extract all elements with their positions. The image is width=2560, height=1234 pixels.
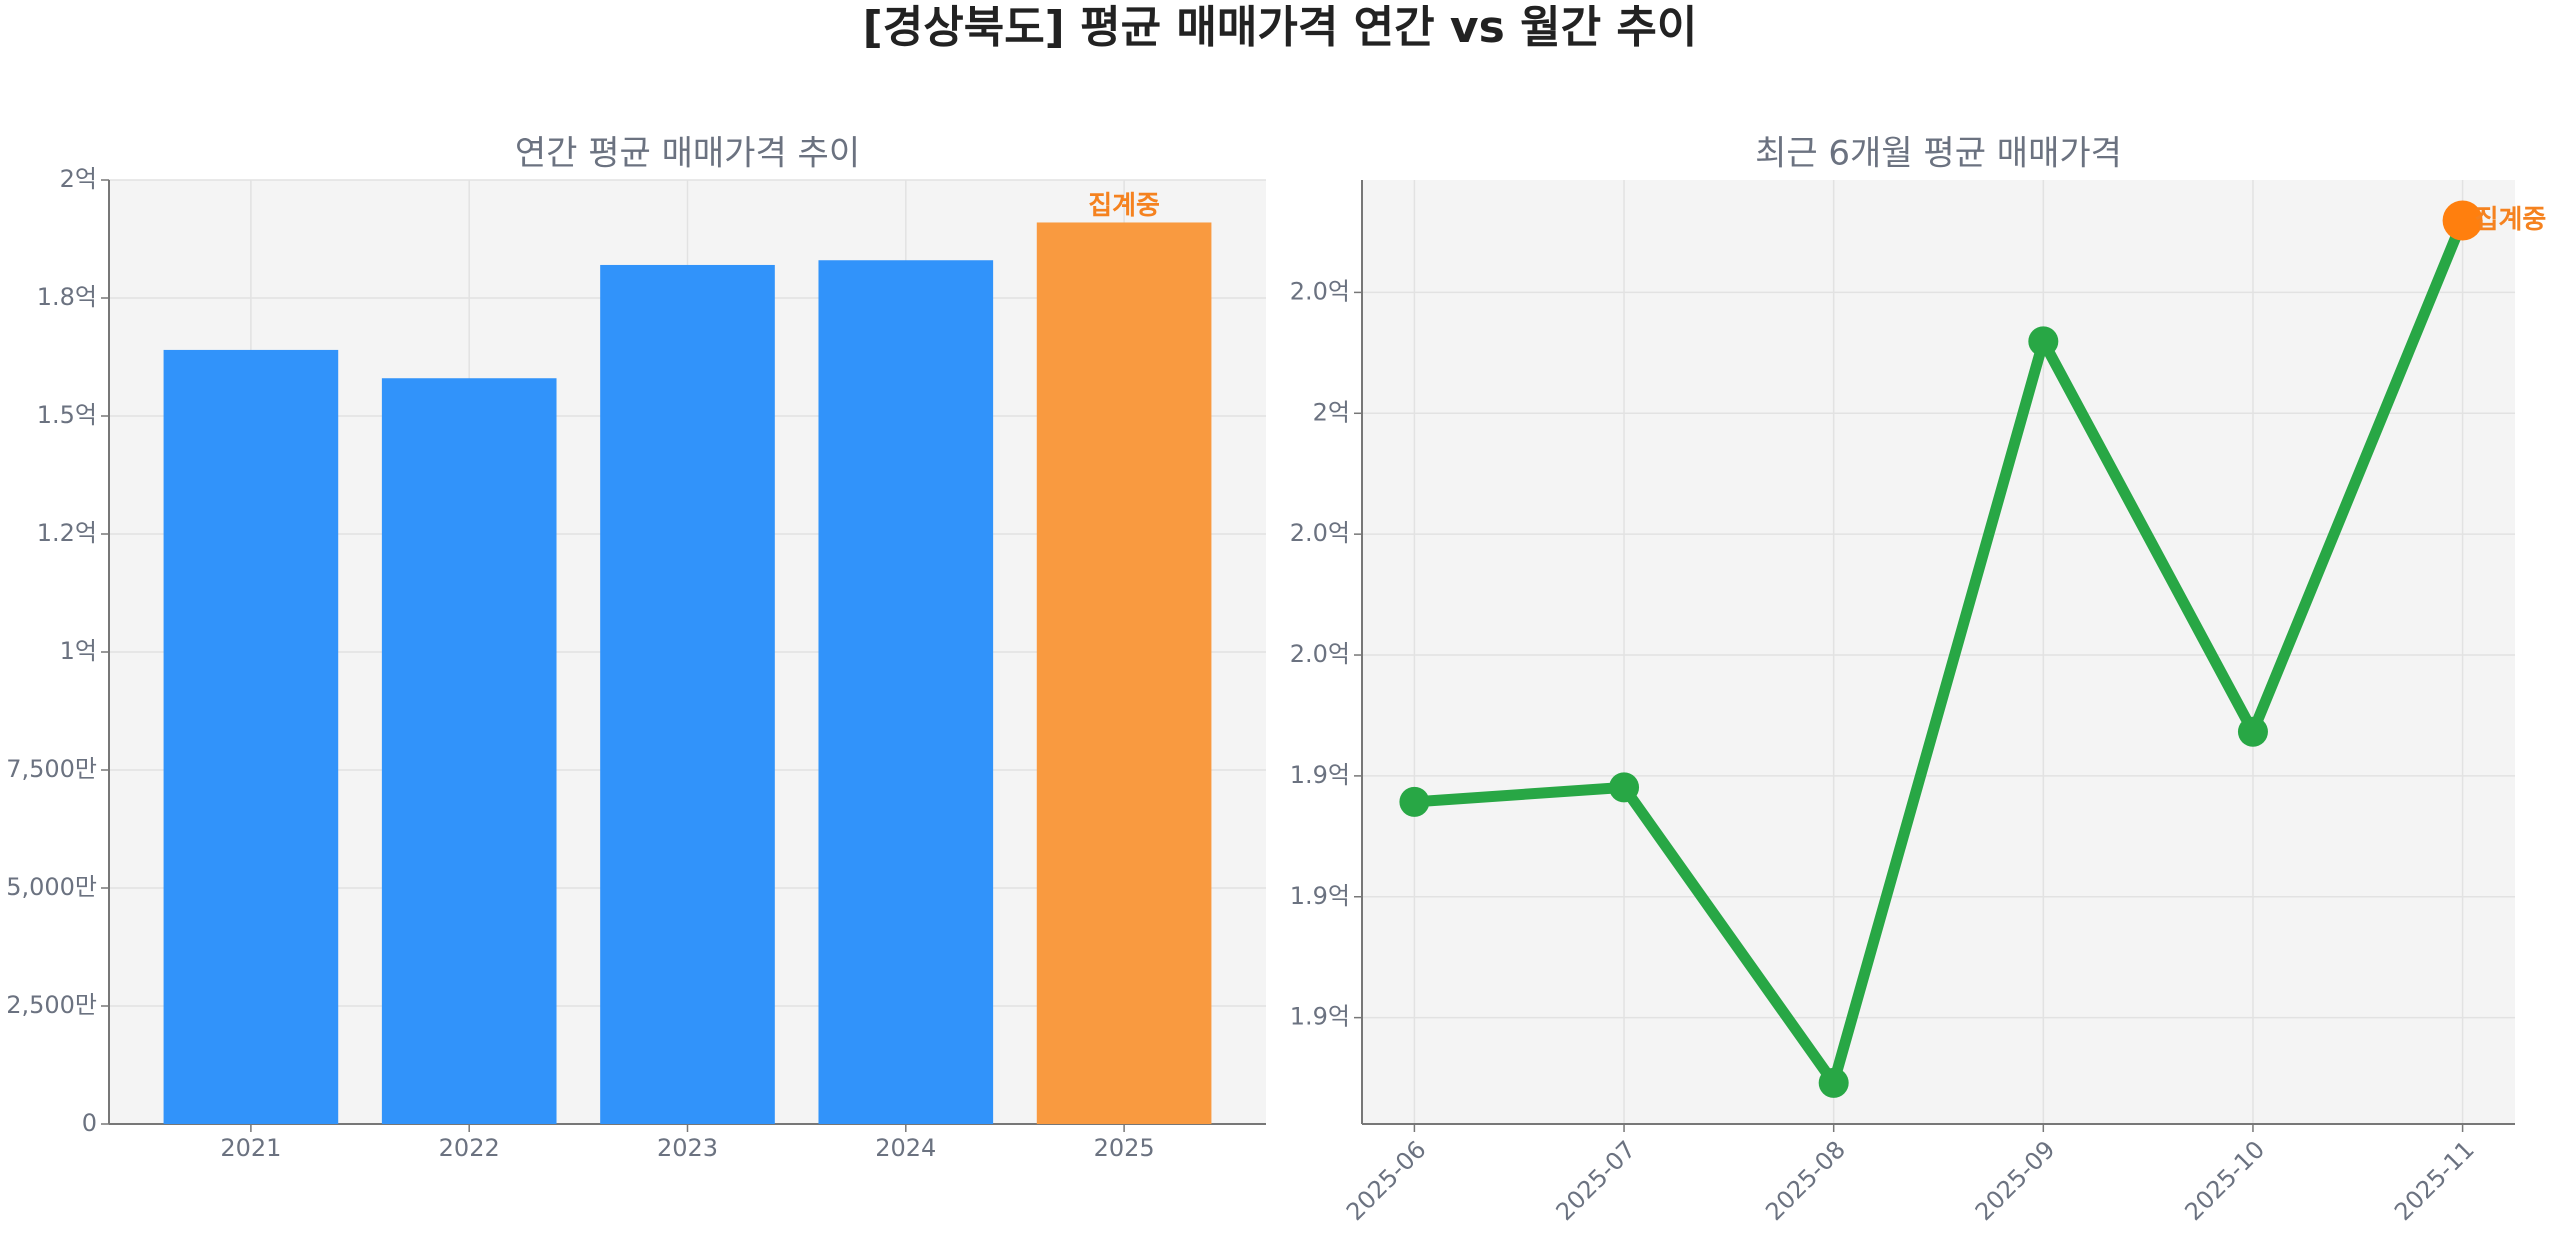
y-tick-label: 2.0억 <box>1290 640 1350 668</box>
y-tick-label: 2억 <box>60 165 97 193</box>
x-tick-label: 2025-10 <box>2179 1135 2270 1226</box>
x-tick-label: 2025-06 <box>1341 1135 1432 1226</box>
y-tick-label: 2,500만 <box>6 991 97 1019</box>
chart-title: 연간 평균 매매가격 추이 <box>515 134 860 174</box>
x-tick-label: 2023 <box>657 1134 718 1162</box>
x-tick-label: 2022 <box>439 1134 500 1162</box>
annotation: 집계중 <box>2475 205 2547 235</box>
y-tick-label: 5,000만 <box>6 873 97 901</box>
point <box>2028 326 2059 357</box>
y-tick-label: 1.9억 <box>1290 761 1350 789</box>
annotation: 집계중 <box>1088 191 1160 221</box>
y-tick-label: 1.5억 <box>37 401 97 429</box>
y-tick-label: 1.2억 <box>37 519 97 547</box>
point <box>1609 772 1640 803</box>
x-tick-label: 2021 <box>220 1134 281 1162</box>
figure-title: [경상북도] 평균 매매가격 연간 vs 월간 추이 <box>863 2 1698 53</box>
x-tick-label: 2024 <box>875 1134 936 1162</box>
bar <box>600 264 775 1125</box>
x-tick-label: 2025 <box>1094 1134 1155 1162</box>
plot-area <box>1362 180 2515 1124</box>
point <box>1399 786 1430 817</box>
x-tick-label: 2025-11 <box>2389 1135 2480 1226</box>
bar <box>163 349 339 1124</box>
bar <box>1036 222 1212 1125</box>
bar <box>381 378 557 1124</box>
x-tick-label: 2025-08 <box>1760 1135 1851 1226</box>
point <box>2237 716 2268 747</box>
y-tick-label: 2억 <box>1313 398 1350 426</box>
y-tick-label: 2.0억 <box>1290 277 1350 305</box>
y-tick-label: 7,500만 <box>6 755 97 783</box>
x-tick-label: 2025-07 <box>1551 1135 1642 1226</box>
y-tick-label: 1.8억 <box>37 283 97 311</box>
bar <box>818 260 994 1124</box>
point <box>2442 200 2483 241</box>
y-tick-label: 1.9억 <box>1290 882 1350 910</box>
y-tick-label: 2.0억 <box>1290 519 1350 547</box>
line <box>1414 218 2468 1089</box>
y-tick-label: 0 <box>82 1109 97 1137</box>
point <box>1818 1067 1849 1098</box>
y-tick-label: 1.9억 <box>1290 1003 1350 1031</box>
y-tick-label: 1억 <box>60 637 97 665</box>
x-tick-label: 2025-09 <box>1970 1135 2061 1226</box>
chart-title: 최근 6개월 평균 매매가격 <box>1755 134 2122 174</box>
